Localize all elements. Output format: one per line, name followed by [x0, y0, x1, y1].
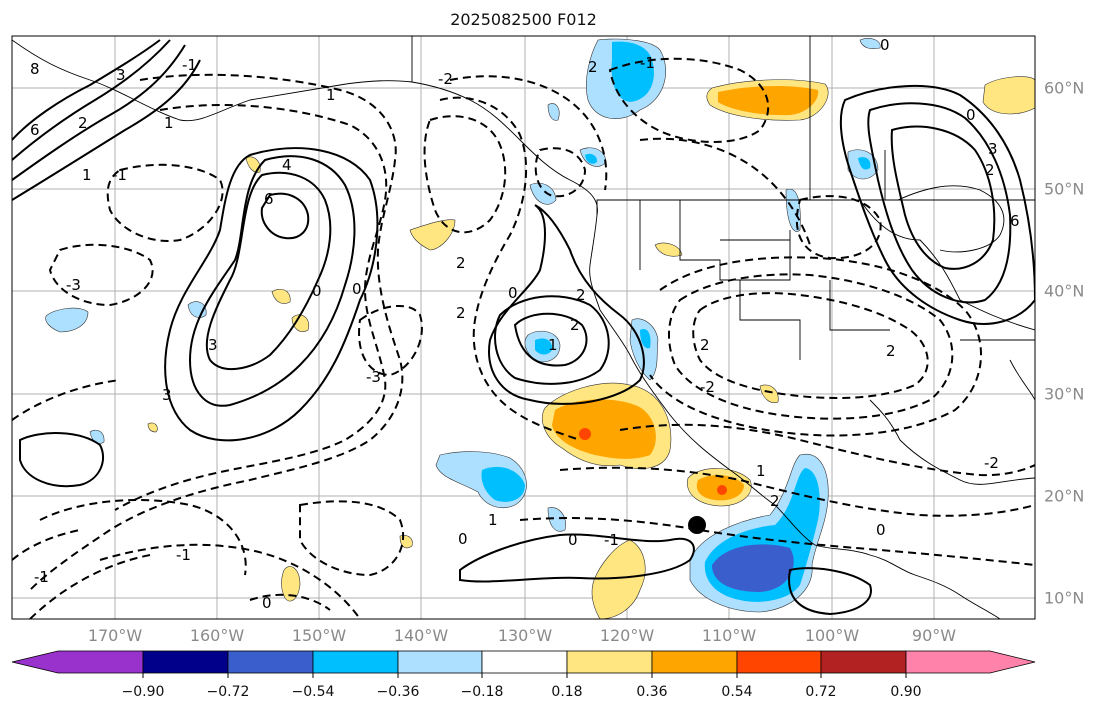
- lon-label: 170°W: [87, 626, 143, 645]
- contour-label: 2: [78, 114, 88, 132]
- colorbar-tick-label: 0.72: [805, 684, 837, 700]
- contour-label: 6: [1010, 212, 1020, 230]
- contour-label: 0: [352, 280, 362, 298]
- contour-label: 0: [458, 530, 468, 548]
- lat-label: 40°N: [1044, 281, 1085, 301]
- colorbar-segment: [566, 650, 653, 674]
- contour-labels: 8 3 6 2 1 4 6 -1 -3 3 0 0 -3 3 -2 -1 2 0…: [30, 36, 1020, 612]
- contour-label: -1: [604, 531, 619, 549]
- location-marker-dot: [688, 516, 706, 534]
- colorbar-segment: [397, 650, 483, 674]
- contour-label: 0: [508, 284, 518, 302]
- colorbar-segment: [227, 650, 314, 674]
- contour-label: 2: [588, 58, 598, 76]
- contour-label: 0: [880, 36, 890, 54]
- colorbar-tick-label: −0.18: [460, 684, 504, 700]
- lon-label: 120°W: [599, 626, 655, 645]
- contour-label: 6: [264, 190, 274, 208]
- lon-label: 100°W: [804, 626, 860, 645]
- contour-label: 2: [576, 286, 586, 304]
- contour-label: 6: [30, 121, 40, 139]
- contour-label: -1: [182, 56, 197, 74]
- contour-label: -2: [984, 454, 999, 472]
- contour-label: -2: [438, 70, 453, 88]
- lat-label: 20°N: [1044, 486, 1085, 506]
- contour-label: 2: [570, 316, 580, 334]
- colorbar-tick-label: 0.54: [721, 684, 753, 700]
- contour-label: -2: [700, 378, 715, 396]
- colorbar-segment: [905, 650, 1036, 674]
- contour-label: 3: [988, 140, 998, 158]
- contour-label: 2: [456, 304, 466, 322]
- colorbar-segment: [312, 650, 399, 674]
- colorbar-tick-label: −0.90: [121, 684, 165, 700]
- contour-label: -1: [112, 166, 127, 184]
- colorbar-segment: [651, 650, 738, 674]
- contour-label: -1: [176, 546, 191, 564]
- contour-label: 2: [886, 342, 896, 360]
- contour-label: 1: [164, 114, 174, 132]
- contour-label: 1: [756, 462, 766, 480]
- contour-label: 3: [116, 66, 126, 84]
- solid-contours: [12, 39, 1035, 616]
- contour-label: -3: [366, 368, 381, 386]
- lon-label: 130°W: [497, 626, 553, 645]
- contour-label: 8: [30, 60, 40, 78]
- colorbar-tick-label: −0.36: [376, 684, 420, 700]
- lon-label: 160°W: [189, 626, 245, 645]
- contour-label: 0: [312, 282, 322, 300]
- contour-label: 1: [488, 511, 498, 529]
- contour-label: -1: [34, 568, 49, 586]
- contour-label: -1: [640, 54, 655, 72]
- contour-label: 1: [82, 166, 92, 184]
- colorbar-tick-label: 0.90: [890, 684, 922, 700]
- lon-label: 90°W: [911, 626, 957, 645]
- lat-label: 50°N: [1044, 179, 1085, 199]
- colorbar-tick-label: 0.36: [636, 684, 668, 700]
- contour-label: 0: [966, 106, 976, 124]
- contour-label: 0: [262, 594, 272, 612]
- colorbar: [11, 650, 1036, 678]
- lon-label: 140°W: [393, 626, 449, 645]
- contour-label: 2: [985, 161, 995, 179]
- lat-label: 10°N: [1044, 588, 1085, 608]
- map-title: 2025082500 F012: [450, 10, 597, 29]
- contour-label: 2: [700, 336, 710, 354]
- lat-label: 30°N: [1044, 384, 1085, 404]
- colorbar-segment: [142, 650, 229, 674]
- colorbar-segment: [820, 650, 907, 674]
- contour-label: 1: [326, 86, 336, 104]
- contour-label: 3: [208, 336, 218, 354]
- contour-label: 2: [770, 492, 780, 510]
- colorbar-tick-label: −0.54: [291, 684, 335, 700]
- contour-label: 3: [162, 386, 172, 404]
- contour-label: 0: [876, 521, 886, 539]
- contour-label: 4: [282, 156, 292, 174]
- contour-label: -3: [66, 276, 81, 294]
- contour-label: 1: [548, 336, 558, 354]
- colorbar-segment: [736, 650, 822, 674]
- colorbar-tick-label: 0.18: [551, 684, 583, 700]
- dashed-contours: [12, 57, 1035, 619]
- contour-label: 0: [568, 531, 578, 549]
- contour-label: 2: [456, 254, 466, 272]
- lat-label: 60°N: [1044, 78, 1085, 98]
- lon-label: 150°W: [291, 626, 347, 645]
- lon-label: 110°W: [701, 626, 757, 645]
- colorbar-segment: [481, 650, 568, 674]
- colorbar-segment: [11, 650, 144, 674]
- map-frame: [12, 36, 1035, 619]
- coastlines: [12, 36, 1035, 619]
- colorbar-tick-label: −0.72: [206, 684, 250, 700]
- shaded-anomalies: [45, 38, 1035, 619]
